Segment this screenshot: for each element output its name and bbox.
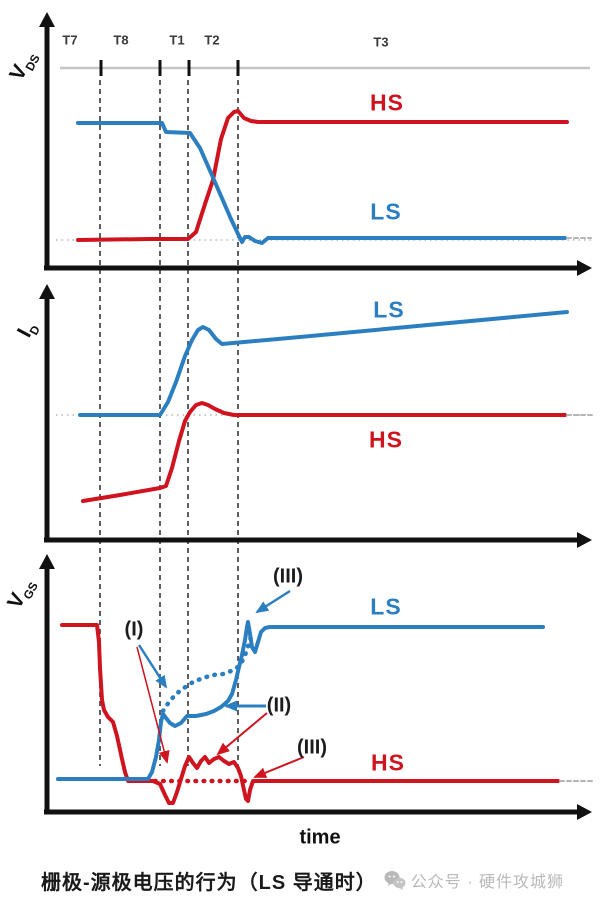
id-y-axis-arrowhead — [39, 284, 55, 299]
id-x-axis-arrowhead — [577, 532, 592, 548]
vgs-annotation-arrow — [216, 712, 268, 756]
vds-ls-curve — [76, 121, 567, 245]
vgs-x-axis-arrowhead — [577, 804, 592, 820]
wechat-bubbles-icon — [384, 871, 406, 890]
vds-y-axis-arrowhead — [39, 12, 55, 27]
vds-x-axis-arrowhead — [577, 260, 592, 276]
vgs-annotation-arrow — [136, 646, 170, 764]
vgs-annotation-arrow — [253, 756, 305, 778]
vds-hs-curve — [76, 109, 569, 242]
vgs-hs-curve — [60, 623, 560, 805]
vgs-annotation-arrow — [255, 589, 291, 614]
watermark-text: 公众号 · 硬件攻城狮 — [410, 874, 564, 891]
vgs-annotation-arrow — [137, 644, 168, 689]
vgs-y-axis-arrowhead — [39, 554, 55, 569]
id-ls-curve — [78, 310, 569, 417]
vgs-ls-dotted-curve — [160, 629, 255, 714]
id-hs-curve — [81, 401, 567, 503]
watermark: 公众号 · 硬件攻城狮 — [383, 868, 564, 892]
caption-row: 栅极-源极电压的行为（LS 导通时） 公众号 · 硬件攻城狮 — [0, 862, 605, 898]
figure-caption: 栅极-源极电压的行为（LS 导通时） — [40, 871, 377, 894]
vgs-ls-curve — [56, 620, 545, 781]
